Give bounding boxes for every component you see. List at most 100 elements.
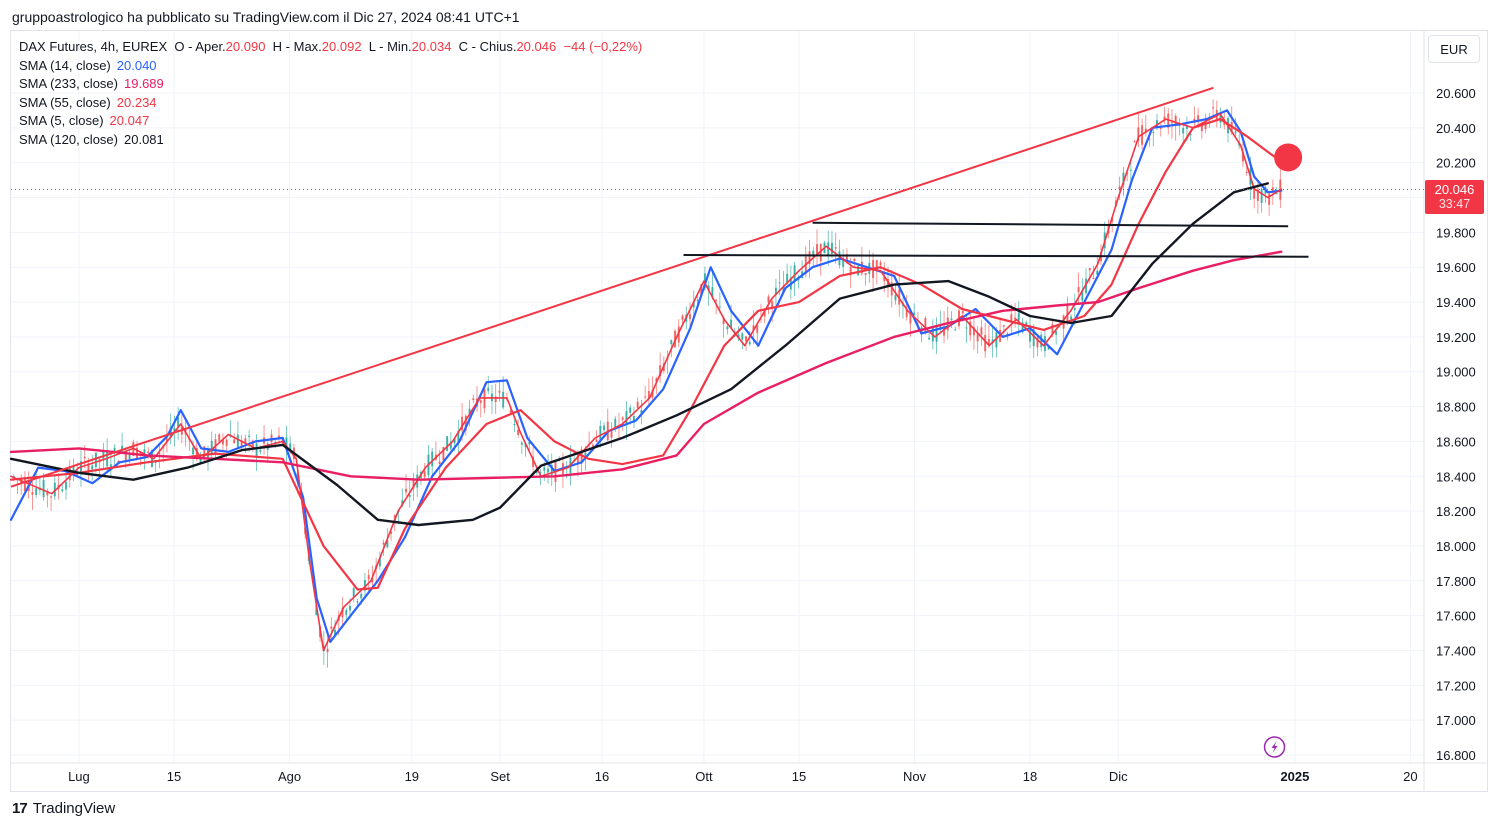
candle-body <box>386 539 389 548</box>
candle-body <box>509 410 512 413</box>
red-circle-marker[interactable] <box>1274 143 1303 172</box>
candle-body <box>348 606 351 611</box>
candle-body <box>782 286 785 293</box>
candle-body <box>703 273 706 288</box>
price-axis-label: 17.800 <box>1436 574 1476 589</box>
candle-body <box>928 337 931 340</box>
price-axis-label: 18.600 <box>1436 434 1476 449</box>
candle-body <box>408 494 411 497</box>
candle-body <box>1197 115 1200 123</box>
candle-body <box>528 442 531 445</box>
candle-body <box>543 467 546 471</box>
candle-body <box>1241 151 1244 162</box>
ohlc-row: DAX Futures, 4h, EUREX O - Aper.20.090 H… <box>19 38 642 57</box>
candle-body <box>984 335 987 352</box>
candle-body <box>610 431 613 438</box>
candle-body <box>457 430 460 443</box>
candle-body <box>969 321 972 336</box>
candle-body <box>147 451 150 454</box>
price-axis-label: 18.400 <box>1436 469 1476 484</box>
candle-body <box>1077 287 1080 293</box>
chart-frame[interactable] <box>10 30 1488 792</box>
candle-body <box>644 396 647 398</box>
candle-body <box>382 542 385 545</box>
candle-body <box>128 452 131 459</box>
candle-body <box>502 391 505 408</box>
candle-body <box>939 325 942 329</box>
candle-body <box>1170 122 1173 124</box>
candle-body <box>778 282 781 284</box>
candle-body <box>330 626 333 629</box>
candle-body <box>248 435 251 437</box>
candle-body <box>1245 171 1248 173</box>
legend-sma-120[interactable]: SMA (120, close) 20.081 <box>19 131 642 150</box>
legend-sma-55[interactable]: SMA (55, close) 20.234 <box>19 94 642 113</box>
candle-body <box>786 273 789 284</box>
close-label: C - Chius. <box>458 39 517 54</box>
sma-5-line[interactable] <box>10 113 1283 652</box>
candle-body <box>1271 187 1274 193</box>
candle-body <box>670 340 673 345</box>
candle-body <box>924 317 927 333</box>
candle-body <box>972 327 975 336</box>
candle-body <box>218 434 221 442</box>
bar-countdown: 33:47 <box>1438 197 1471 211</box>
candle-body <box>76 474 79 476</box>
candle-body <box>367 574 370 580</box>
price-axis-label: 19.400 <box>1436 295 1476 310</box>
candle-body <box>756 325 759 333</box>
time-axis-label: Dic <box>1109 769 1128 784</box>
candle-body <box>520 442 523 445</box>
low-label: L - Min. <box>368 39 412 54</box>
legend-sma-5[interactable]: SMA (5, close) 20.047 <box>19 112 642 131</box>
candle-body <box>124 451 127 461</box>
candle-body <box>244 438 247 444</box>
currency-selector[interactable]: EUR <box>1428 35 1480 63</box>
candle-body <box>42 480 45 498</box>
candle-body <box>591 444 594 449</box>
instrument-label[interactable]: DAX Futures, 4h, EUREX <box>19 39 168 54</box>
candle-body <box>640 409 643 414</box>
candle-body <box>603 425 606 431</box>
sma-120-line[interactable] <box>9 182 1269 527</box>
candle-body <box>464 415 467 431</box>
candle-body <box>225 439 228 446</box>
candle-body <box>259 450 262 452</box>
candle-body <box>980 327 983 335</box>
candle-body <box>165 438 168 442</box>
candle-body <box>274 441 277 443</box>
candle-body <box>655 378 658 382</box>
candle-body <box>935 326 938 342</box>
candle-body <box>1055 331 1058 335</box>
candle-body <box>345 609 348 615</box>
candle-body <box>315 605 318 616</box>
candle-body <box>1051 324 1054 334</box>
black-support-line-upper[interactable] <box>812 221 1289 228</box>
candle-body <box>894 295 897 301</box>
candle-body <box>715 299 718 301</box>
sma-233-line[interactable] <box>9 250 1283 481</box>
sma-55-line[interactable] <box>9 118 1276 591</box>
candle-body <box>793 265 796 282</box>
sma-14-line[interactable] <box>9 109 1283 643</box>
sma-233-value: 19.689 <box>124 76 164 91</box>
candle-body <box>547 468 550 473</box>
candle-body <box>177 417 180 427</box>
legend-sma-233[interactable]: SMA (233, close) 19.689 <box>19 75 642 94</box>
footer-branding[interactable]: 17 TradingView <box>12 800 115 817</box>
legend-sma-14[interactable]: SMA (14, close) 20.040 <box>19 57 642 76</box>
candle-body <box>677 326 680 343</box>
candle-body <box>158 452 161 455</box>
sma-5-label: SMA (5, close) <box>19 113 104 128</box>
candle-body <box>774 287 777 295</box>
candle-body <box>636 401 639 408</box>
candle-body <box>849 266 852 276</box>
black-support-line-lower[interactable] <box>683 254 1309 258</box>
candle-body <box>647 391 650 399</box>
candle-body <box>1189 134 1192 136</box>
price-axis-label: 19.000 <box>1436 365 1476 380</box>
red-resistance-trendline[interactable] <box>10 86 1214 488</box>
high-value: 20.092 <box>321 39 362 54</box>
candle-body <box>632 416 635 423</box>
